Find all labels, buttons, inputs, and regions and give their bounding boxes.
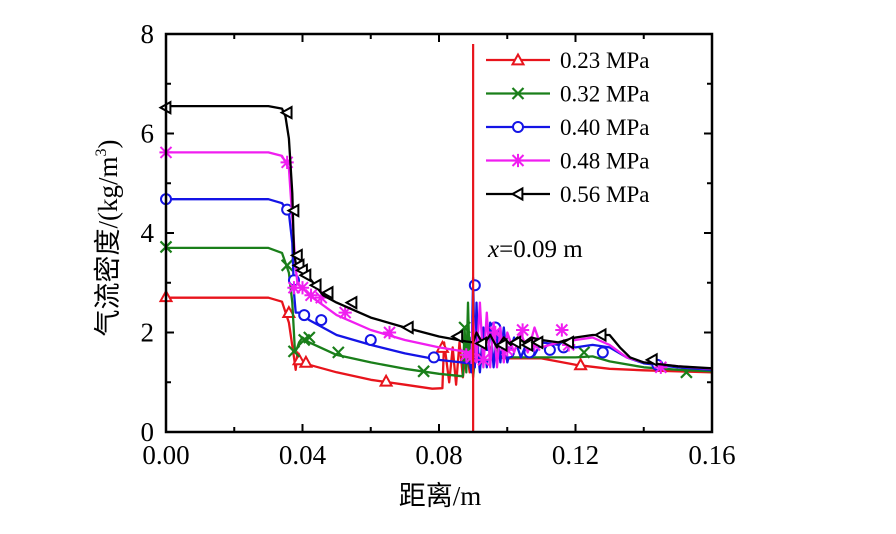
series-marker bbox=[459, 348, 473, 362]
series-marker bbox=[450, 329, 464, 344]
series-marker bbox=[279, 105, 293, 120]
series-marker bbox=[516, 323, 530, 337]
series-marker bbox=[332, 346, 345, 359]
series-marker bbox=[494, 337, 508, 353]
series-marker bbox=[474, 336, 488, 351]
x-tick-label: 0.12 bbox=[552, 440, 599, 470]
series-marker bbox=[593, 327, 607, 343]
series-marker bbox=[427, 351, 440, 364]
axes: 0.00 0.04 0.08 0.12 0.16 0 2 4 6 8 bbox=[141, 19, 736, 470]
series-marker bbox=[315, 314, 328, 327]
series-marker bbox=[577, 346, 591, 359]
series-040 bbox=[160, 193, 713, 374]
series-marker bbox=[314, 291, 328, 305]
series-marker bbox=[378, 373, 394, 387]
series-marker bbox=[280, 259, 294, 272]
legend-marker bbox=[510, 52, 526, 66]
series-marker bbox=[320, 285, 334, 300]
legend-item: 0.56 MPa bbox=[486, 182, 649, 207]
series-marker bbox=[295, 281, 310, 295]
y-tick-label: 8 bbox=[141, 19, 155, 49]
legend-item: 0.32 MPa bbox=[486, 82, 649, 107]
series-marker bbox=[287, 281, 301, 295]
legend-marker bbox=[510, 186, 524, 202]
series-marker bbox=[289, 248, 303, 263]
x-axis-title: 距离/m bbox=[399, 481, 482, 511]
series-marker bbox=[400, 320, 414, 335]
series-marker bbox=[291, 352, 307, 366]
series-marker bbox=[476, 353, 490, 367]
series-marker bbox=[286, 203, 300, 218]
series-marker bbox=[287, 345, 301, 358]
legend-item: 0.48 MPa bbox=[486, 149, 649, 174]
x-tick-label: 0.04 bbox=[279, 440, 327, 470]
series-marker bbox=[573, 357, 588, 371]
vline-annotation: x=0.09 m bbox=[487, 236, 583, 263]
series-layer bbox=[158, 100, 713, 390]
series-marker bbox=[280, 155, 294, 169]
series-marker bbox=[596, 346, 609, 359]
series-marker bbox=[382, 325, 397, 340]
series-marker bbox=[530, 335, 544, 350]
series-marker bbox=[298, 309, 311, 322]
x-tick-label: 0.16 bbox=[688, 440, 735, 470]
series-marker bbox=[508, 335, 522, 350]
legend-label: 0.48 MPa bbox=[560, 149, 649, 174]
legend: 0.23 MPa 0.32 MPa 0.40 MPa 0.48 MPa 0.56 MPa bbox=[482, 42, 682, 214]
series-marker bbox=[298, 354, 314, 368]
y-axis-title-tail: ) bbox=[93, 140, 123, 149]
series-marker bbox=[555, 323, 569, 337]
x-tick-label: 0.08 bbox=[415, 440, 462, 470]
legend-label: 0.40 MPa bbox=[560, 115, 649, 140]
series-line bbox=[166, 296, 713, 390]
series-marker bbox=[281, 305, 297, 318]
y-axis-title-main: 气流密度/(kg/m bbox=[93, 157, 123, 337]
series-marker bbox=[298, 268, 312, 283]
series-056 bbox=[158, 100, 713, 370]
series-marker bbox=[520, 337, 534, 353]
legend-marker bbox=[511, 87, 525, 100]
series-marker bbox=[304, 288, 318, 302]
series-marker bbox=[364, 333, 377, 346]
series-marker bbox=[488, 325, 502, 340]
legend-item: 0.40 MPa bbox=[486, 115, 649, 140]
legend-marker bbox=[511, 153, 525, 168]
y-tick-label: 4 bbox=[141, 218, 155, 248]
legend-label: 0.32 MPa bbox=[560, 82, 649, 107]
legend-label: 0.56 MPa bbox=[560, 182, 649, 207]
legend-label: 0.23 MPa bbox=[560, 48, 649, 73]
series-marker bbox=[561, 335, 575, 350]
y-tick-label: 0 bbox=[141, 417, 155, 447]
legend-marker bbox=[512, 121, 524, 133]
series-marker bbox=[644, 352, 658, 368]
series-marker bbox=[338, 306, 352, 320]
y-tick-label: 2 bbox=[141, 318, 155, 348]
series-marker bbox=[303, 331, 316, 344]
series-marker bbox=[417, 365, 430, 378]
series-marker bbox=[468, 279, 481, 292]
series-marker bbox=[654, 360, 668, 374]
y-tick-label: 6 bbox=[141, 119, 155, 149]
series-marker bbox=[464, 350, 479, 364]
series-marker bbox=[308, 278, 322, 293]
series-marker bbox=[344, 295, 358, 310]
x-tick-label: 0.00 bbox=[142, 440, 189, 470]
vline-annotation-rest: =0.09 m bbox=[499, 236, 583, 263]
vline-annotation-var: x bbox=[487, 236, 499, 263]
legend-item: 0.23 MPa bbox=[486, 48, 649, 73]
y-axis-title: 气流密度/(kg/m3) bbox=[93, 140, 123, 337]
y-axis-title-sup: 3 bbox=[93, 149, 110, 157]
series-marker bbox=[527, 338, 542, 352]
